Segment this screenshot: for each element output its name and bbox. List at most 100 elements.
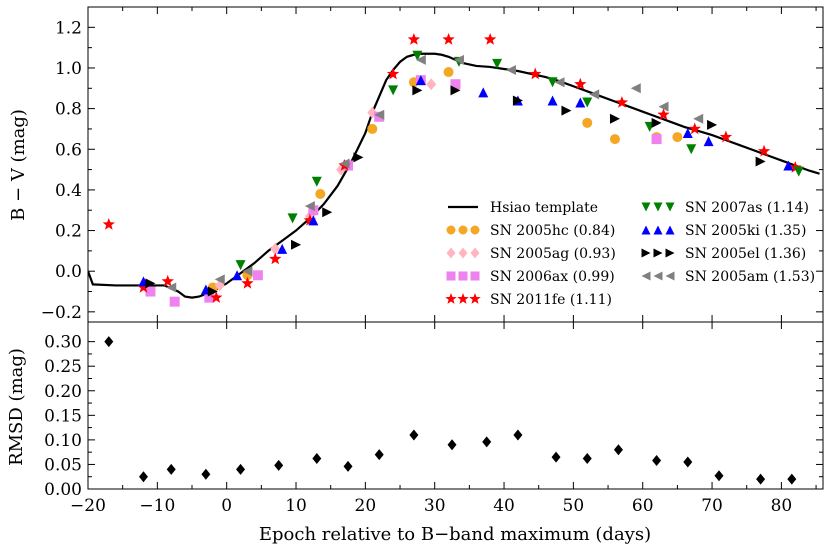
legend-marker (446, 271, 456, 281)
legend-marker (665, 271, 675, 281)
data-point (682, 128, 693, 138)
legend-entry: Hsiao template (448, 200, 598, 216)
legend-label: SN 2005am (1.53) (685, 269, 815, 285)
rmsd-point (447, 439, 457, 451)
legend-marker (458, 271, 468, 281)
top-ytick-label: 0.4 (55, 181, 82, 201)
rmsd-point (274, 459, 284, 471)
data-point (270, 242, 281, 255)
rmsd-point (714, 470, 724, 482)
data-point (311, 176, 322, 187)
bottom-frame (87, 321, 824, 490)
data-point (374, 109, 385, 120)
xlabel: Epoch relative to B−band maximum (days) (259, 524, 651, 545)
data-point (651, 117, 662, 128)
data-point (719, 130, 733, 143)
rmsd-point (312, 453, 322, 465)
data-point (204, 292, 215, 303)
data-point (412, 85, 423, 96)
data-point (169, 296, 180, 307)
legend-entry: SN 2005el (1.36) (641, 246, 806, 262)
rmsd-point (683, 456, 693, 468)
rmsd-point (551, 451, 561, 463)
data-point (483, 33, 497, 45)
data-point (554, 77, 565, 88)
data-point (367, 123, 378, 134)
data-point (450, 79, 461, 90)
data-point (492, 58, 503, 69)
series-1 (214, 78, 437, 292)
legend-marker (470, 247, 480, 259)
legend-label: SN 2005hc (0.84) (490, 223, 615, 239)
bottom-ytick-label: 0.15 (44, 406, 82, 426)
data-point (793, 166, 804, 177)
data-point (589, 89, 600, 100)
data-point (609, 134, 620, 145)
top-ytick-label: 0.0 (55, 262, 82, 282)
data-point (166, 282, 177, 293)
data-point (315, 188, 326, 199)
legend-marker (470, 225, 480, 235)
data-point (415, 54, 426, 65)
top-ytick-label: 0.8 (55, 100, 82, 120)
legend-marker (458, 247, 468, 259)
legend-marker (653, 271, 663, 281)
xtick-label: 40 (493, 496, 515, 516)
data-point (407, 33, 421, 45)
hsiao-template-line (88, 52, 820, 299)
rmsd-point (343, 460, 353, 472)
legend-entry: SN 2007as (1.14) (641, 200, 809, 216)
top-ytick-label: 0.2 (55, 222, 82, 242)
series-6 (145, 85, 766, 297)
legend-marker (458, 225, 468, 235)
bottom-ytick-label: 0.00 (44, 480, 82, 500)
data-point (235, 260, 246, 271)
data-point (303, 213, 317, 226)
top-ytick-label: 0.6 (55, 140, 82, 160)
data-point (582, 97, 593, 108)
data-point (755, 156, 766, 167)
legend-marker (653, 248, 663, 258)
xtick-label: −10 (139, 496, 175, 516)
rmsd-point (513, 429, 523, 441)
xtick-label: 50 (563, 496, 585, 516)
rmsd-point (787, 473, 797, 485)
top-panel: −0.2 0.0 0.2 0.4 0.6 0.8 1.0 1.2 (41, 6, 824, 323)
data-point (252, 270, 263, 281)
legend-marker (653, 225, 663, 235)
series-7 (166, 54, 704, 293)
data-point (386, 67, 400, 80)
rmsd-point (138, 471, 148, 483)
data-point (512, 95, 523, 106)
data-point (304, 201, 315, 212)
bottom-panel: 0.00 0.05 0.10 0.15 0.20 0.25 0.30 −20 −10 0 10 20 3… (44, 321, 824, 516)
data-point (609, 113, 620, 124)
data-point (757, 144, 771, 157)
xtick-label: 80 (771, 496, 793, 516)
bottom-ytick-label: 0.25 (44, 357, 82, 377)
data-point (145, 286, 156, 297)
bottom-ylabel: RMSD (mag) (6, 348, 27, 466)
data-point (582, 117, 593, 128)
data-point (707, 119, 718, 130)
top-ytick-label: −0.2 (41, 303, 82, 323)
data-point (657, 108, 670, 120)
data-point (210, 291, 223, 303)
legend-marker (446, 247, 456, 259)
data-point (308, 215, 319, 226)
xtick-label: 70 (701, 496, 723, 516)
data-point (478, 87, 489, 98)
legend-label: SN 2011fe (1.11) (490, 292, 612, 308)
data-point (688, 122, 701, 135)
legend-label: SN 2006ax (0.99) (490, 269, 615, 285)
rmsd-point (374, 449, 384, 461)
data-point (214, 274, 225, 285)
top-ytick-label: 1.0 (55, 59, 82, 79)
data-point (783, 160, 794, 171)
legend-entry: SN 2005hc (0.84) (446, 223, 615, 239)
data-point (207, 286, 218, 297)
rmsd-point (482, 436, 492, 448)
legend-marker (641, 202, 651, 212)
data-point (412, 50, 423, 61)
data-point (145, 278, 156, 289)
